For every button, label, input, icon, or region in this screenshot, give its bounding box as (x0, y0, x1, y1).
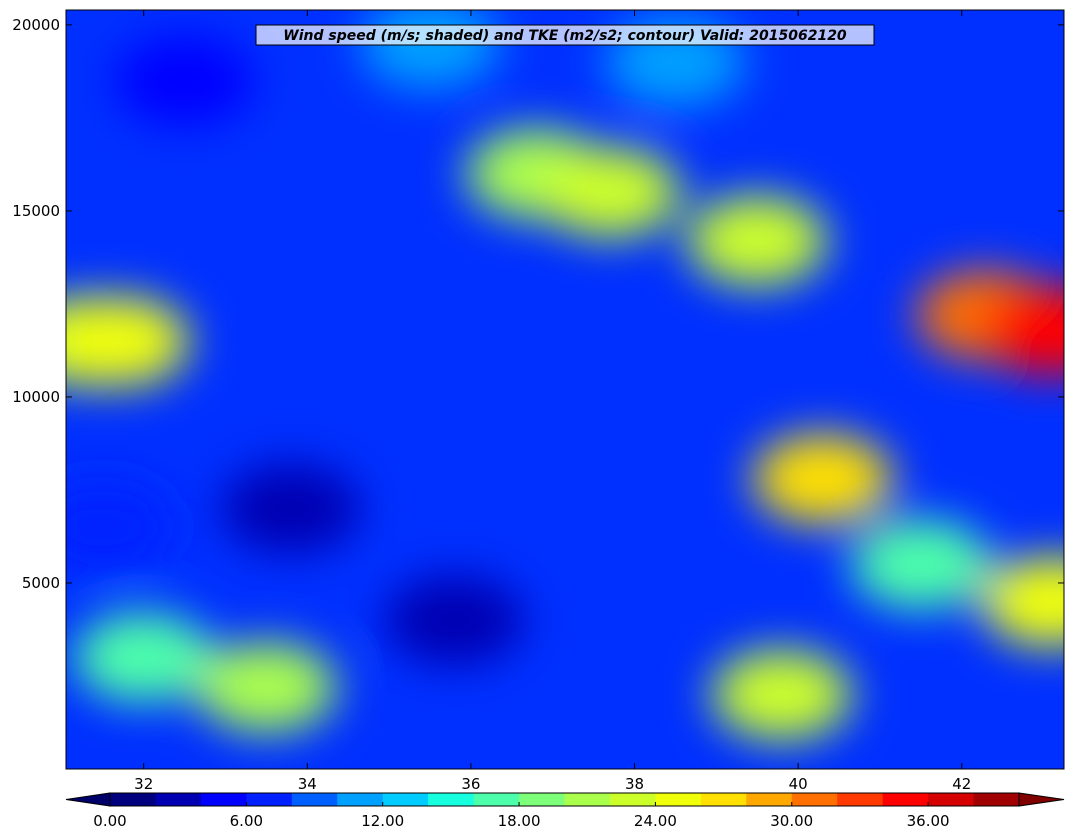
field-sample-15 (981, 284, 1064, 375)
field-sample-4 (114, 35, 255, 126)
colorbar-segment-7 (428, 793, 475, 806)
plot-background (66, 10, 1064, 769)
colorbar-segment-8 (473, 793, 520, 806)
field-sample-6 (220, 463, 361, 554)
colorbar-segment-19 (973, 793, 1020, 806)
colorbar-frame (109, 792, 1020, 807)
y-tick-label-15000: 15000 (12, 202, 60, 220)
field-sample-1 (66, 296, 190, 387)
x-tick-label-32: 32 (134, 775, 153, 793)
colorbar-segment-16 (837, 793, 884, 806)
field-sample-9 (539, 147, 680, 238)
plot-area (65, 9, 1065, 770)
colorbar-tick-label-2: 12.00 (361, 812, 404, 830)
y-tick-label-20000: 20000 (12, 16, 60, 34)
colorbar-tick-label-3: 18.00 (498, 812, 541, 830)
colorbar-tick-label-5: 30.00 (770, 812, 813, 830)
colorbar-segment-5 (337, 793, 384, 806)
colorbar-segment-14 (746, 793, 793, 806)
x-tick-label-34: 34 (298, 775, 317, 793)
field-sample-5 (196, 642, 337, 733)
colorbar-segment-11 (609, 793, 656, 806)
plot-frame (65, 9, 1065, 770)
colorbar-segment-17 (882, 793, 929, 806)
colorbar-tick-label-6: 36.00 (907, 812, 950, 830)
title-background (255, 24, 875, 46)
x-tick-label-38: 38 (625, 775, 644, 793)
colorbar-under-arrow (65, 792, 111, 807)
field-sample-12 (752, 433, 893, 524)
colorbar-over-arrow (1018, 792, 1065, 807)
x-tick-label-36: 36 (461, 775, 480, 793)
field-sample-7 (384, 575, 525, 666)
colorbar: 0.00 6.00 12.00 18.00 24.00 30.00 36.00 (65, 792, 1065, 830)
chart-title-box: Wind speed (m/s; shaded) and TKE (m2/s2;… (255, 24, 875, 46)
colorbar-tick-label-1: 6.00 (230, 812, 263, 830)
x-axis: 32 34 36 38 40 42 (134, 10, 971, 793)
y-tick-label-5000: 5000 (22, 574, 60, 592)
chart-title: Wind speed (m/s; shaded) and TKE (m2/s2;… (283, 28, 847, 44)
colorbar-segment-18 (928, 793, 975, 806)
colorbar-segment-4 (291, 793, 338, 806)
colorbar-segment-0 (110, 793, 156, 806)
field-sample-2 (66, 482, 173, 573)
field-sample-13 (850, 519, 991, 610)
colorbar-tick-label-4: 24.00 (634, 812, 677, 830)
field-sample-11 (711, 649, 852, 740)
y-axis: 5000 10000 15000 20000 (12, 16, 1064, 592)
field-sample-16 (981, 556, 1064, 647)
colorbar-segment-13 (700, 793, 747, 806)
colorbar-segment-1 (155, 793, 202, 806)
colorbar-segment-10 (564, 793, 611, 806)
colorbar-segment-2 (200, 793, 247, 806)
y-tick-label-10000: 10000 (12, 388, 60, 406)
x-tick-label-42: 42 (952, 775, 971, 793)
x-tick-label-40: 40 (789, 775, 808, 793)
colorbar-segment-9 (519, 793, 565, 806)
colorbar-segment-12 (655, 793, 702, 806)
colorbar-segment-15 (791, 793, 838, 806)
colorbar-tick-label-0: 0.00 (93, 812, 126, 830)
colorbar-segment-3 (246, 793, 293, 806)
field-sample-10 (687, 195, 828, 286)
field-sample-3 (73, 612, 214, 703)
colorbar-segment-6 (382, 793, 429, 806)
